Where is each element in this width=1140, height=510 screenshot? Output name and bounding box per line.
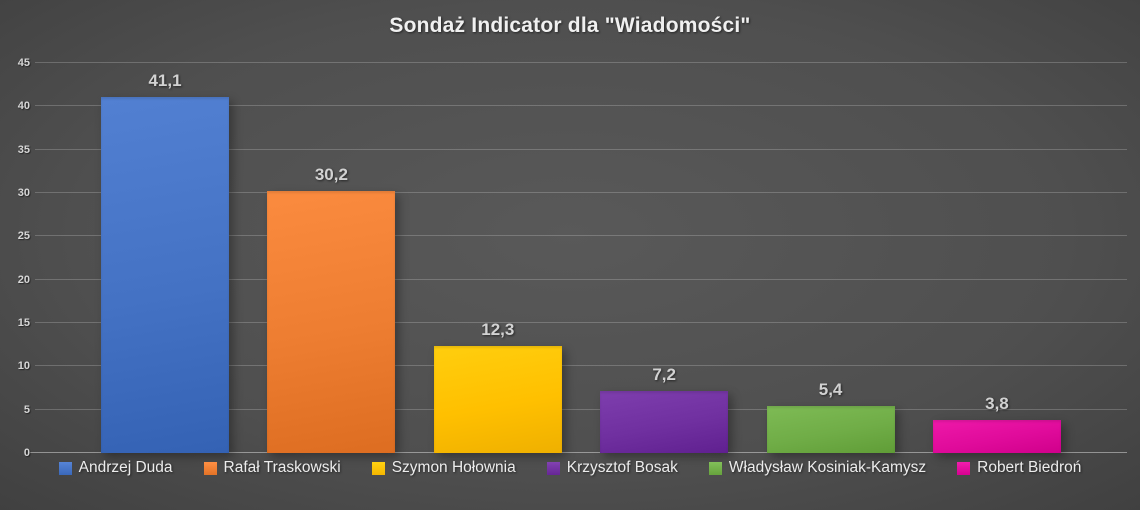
legend-item: Rafał Traskowski: [203, 459, 341, 477]
legend-item: Krzysztof Bosak: [546, 459, 678, 477]
bar: [766, 406, 895, 453]
plot-area: 41,1 30,2 12,3 7,2 5,4 3,8: [30, 62, 1127, 453]
y-axis-tick-label: 40: [17, 100, 30, 113]
gridline: [35, 322, 1127, 324]
legend-item: Szymon Hołownia: [371, 459, 516, 477]
legend-swatch: [957, 461, 971, 475]
gridline: [35, 105, 1127, 107]
chart-title: Sondaż Indicator dla "Wiadomości": [389, 14, 751, 37]
gridline: [35, 62, 1127, 63]
y-axis-tick-label: 35: [17, 143, 30, 156]
y-axis-tick-label: 10: [17, 360, 30, 373]
gridline: [35, 235, 1127, 237]
bar: [600, 390, 729, 453]
y-axis-tick-label: 0: [23, 447, 30, 459]
x-axis-line: [30, 452, 1127, 453]
y-axis-tick-label: 20: [17, 273, 30, 286]
y-axis-tick-label: 45: [17, 57, 30, 69]
legend-swatch: [371, 461, 385, 475]
bar-value-label: 12,3: [481, 320, 515, 340]
legend-item: Władysław Kosiniak-Kamysz: [708, 459, 927, 477]
legend-label: Robert Biedroń: [977, 459, 1082, 476]
bar-value-label: 7,2: [652, 364, 676, 384]
legend-swatch: [546, 461, 560, 475]
bar-group-4: 7,2: [600, 63, 729, 453]
bars-layer: 41,1 30,2 12,3 7,2 5,4 3,8: [35, 63, 1127, 453]
y-axis-tick-label: 25: [17, 230, 30, 243]
bar-value-label: 41,1: [148, 70, 182, 90]
legend-label: Krzysztof Bosak: [566, 459, 678, 476]
y-axis-tick-label: 5: [23, 403, 30, 416]
bar-group-5: 5,4: [766, 63, 895, 453]
bar: [101, 96, 229, 453]
gridline: [35, 148, 1127, 150]
gridline: [35, 278, 1127, 280]
y-axis-tick-label: 15: [17, 317, 30, 330]
y-axis-tick-label: 30: [17, 187, 30, 200]
bar-value-label: 30,2: [314, 165, 348, 185]
y-axis: 0 5 10 15 20 25 30 35 40 45: [0, 57, 30, 459]
gridline: [35, 192, 1127, 194]
legend-label: Andrzej Duda: [78, 459, 173, 476]
legend-swatch: [708, 461, 722, 475]
bar-group-3: 12,3: [433, 63, 562, 453]
bar-group-1: 41,1: [101, 63, 229, 453]
legend-label: Rafał Traskowski: [223, 459, 341, 476]
legend-item: Andrzej Duda: [58, 459, 173, 477]
legend: Andrzej Duda Rafał Traskowski Szymon Hołow…: [0, 459, 1140, 477]
bar-group-2: 30,2: [267, 63, 396, 453]
legend-swatch: [58, 461, 72, 475]
bar: [433, 346, 562, 453]
bar: [932, 420, 1061, 453]
gridline: [35, 408, 1127, 410]
bar: [267, 191, 396, 453]
bar-value-label: 3,8: [985, 394, 1009, 414]
bar-value-label: 5,4: [818, 380, 843, 400]
legend-label: Szymon Hołownia: [391, 459, 516, 476]
legend-item: Robert Biedroń: [957, 459, 1081, 477]
gridline: [35, 365, 1127, 367]
legend-swatch: [203, 461, 217, 475]
bar-group-6: 3,8: [932, 63, 1061, 453]
legend-label: Władysław Kosiniak-Kamysz: [728, 459, 927, 476]
